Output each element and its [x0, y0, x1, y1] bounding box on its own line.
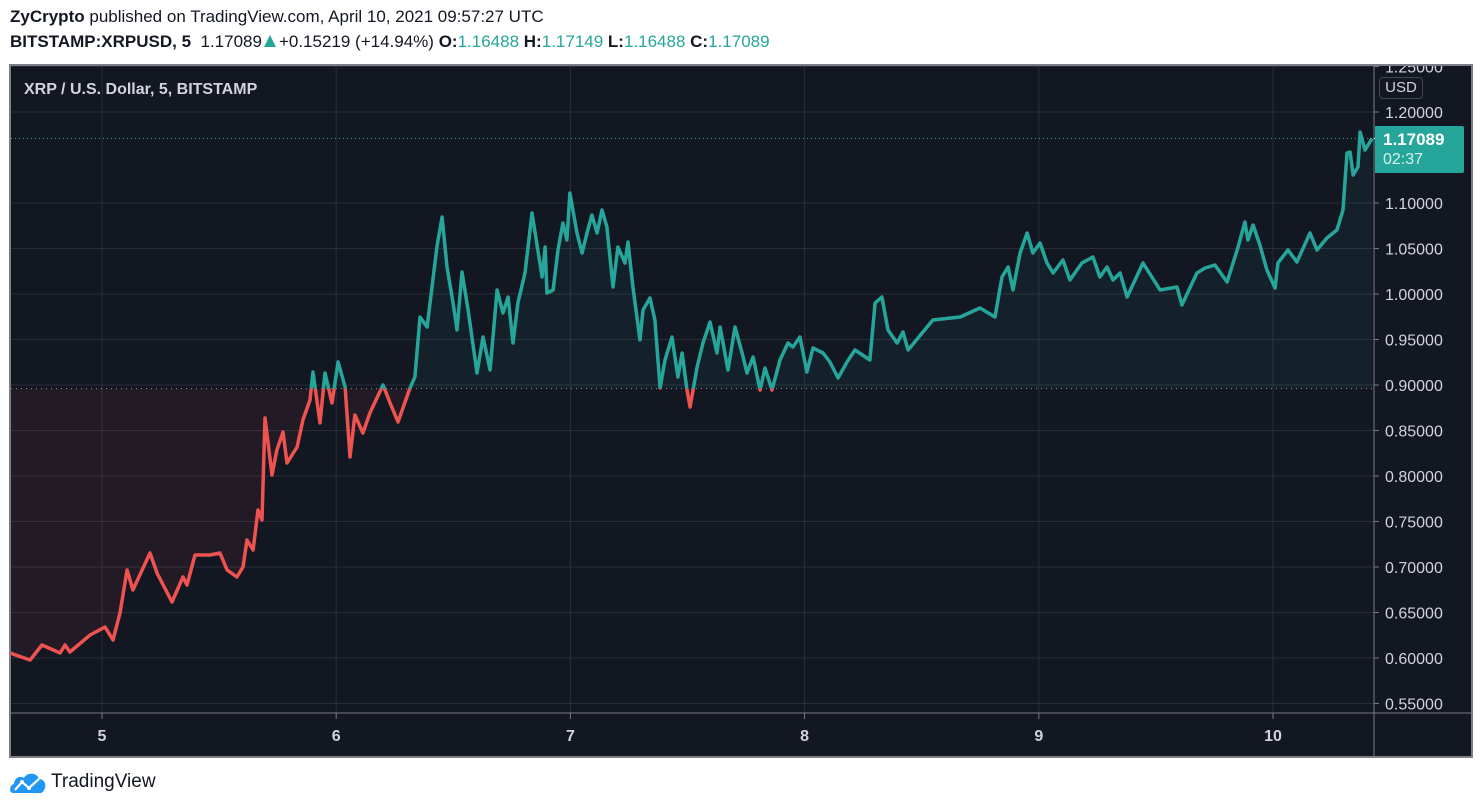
tradingview-cloud-logo-icon	[10, 773, 46, 793]
x-tick-label: 9	[1034, 728, 1043, 745]
y-tick-label: 0.85000	[1385, 424, 1443, 441]
last-price-value: 1.17089	[1383, 130, 1445, 149]
published-text: published on TradingView.com, April 10, …	[89, 7, 544, 26]
y-tick-label: 0.65000	[1385, 606, 1443, 623]
x-tick-label: 8	[800, 728, 809, 745]
y-tick-label: 1.05000	[1385, 242, 1443, 259]
y-tick-label: 1.00000	[1385, 287, 1443, 304]
high-label: H:	[523, 32, 542, 51]
y-tick-label: 0.75000	[1385, 515, 1443, 532]
close-label: C:	[690, 32, 709, 51]
x-tick-label: 10	[1264, 728, 1282, 745]
x-tick-label: 7	[566, 728, 575, 745]
open-value: 1.16488	[457, 32, 520, 51]
y-tick-label: 0.80000	[1385, 469, 1443, 486]
x-tick-label: 5	[98, 728, 107, 745]
y-tick-label: 0.60000	[1385, 651, 1443, 668]
footer-brand: TradingView	[9, 770, 156, 794]
y-tick-label: 1.25000	[1385, 66, 1443, 77]
price-line-above-baseline	[309, 130, 1374, 389]
area-fill-below-baseline	[11, 388, 773, 660]
high-value: 1.17149	[541, 32, 604, 51]
open-label: O:	[438, 32, 458, 51]
chart-legend-title: XRP / U.S. Dollar, 5, BITSTAMP	[24, 81, 258, 98]
chart-frame[interactable]: 0.55000 0.60000 0.65000 0.70000 0.75000 0.800…	[9, 64, 1473, 758]
publish-info: ZyCrypto published on TradingView.com, A…	[10, 7, 544, 27]
area-fill-above-baseline	[11, 132, 1373, 389]
low-value: 1.16488	[623, 32, 686, 51]
price-chart[interactable]: 0.55000 0.60000 0.65000 0.70000 0.75000 0.800…	[11, 66, 1471, 756]
last-price: 1.17089	[200, 32, 262, 51]
y-tick-label: 0.90000	[1385, 378, 1443, 395]
y-tick-label: 0.55000	[1385, 697, 1443, 714]
y-tick-label: 1.20000	[1385, 105, 1443, 122]
x-tick-label: 6	[332, 728, 341, 745]
price-line-below-baseline	[11, 388, 775, 662]
y-tick-label: 0.95000	[1385, 333, 1443, 350]
currency-badge[interactable]: USD	[1379, 77, 1423, 99]
y-tick-label: 1.10000	[1385, 196, 1443, 213]
close-value: 1.17089	[708, 32, 770, 51]
y-tick-label: 0.70000	[1385, 560, 1443, 577]
symbol-info: BITSTAMP:XRPUSD, 5 1.17089 +0.15219 (+14.…	[10, 32, 770, 52]
symbol-label: BITSTAMP:XRPUSD, 5	[10, 32, 192, 51]
last-price-label: 1.17089 02:37	[1375, 126, 1464, 173]
bar-countdown: 02:37	[1383, 151, 1424, 168]
author-name[interactable]: ZyCrypto	[10, 7, 85, 26]
tradingview-brand-name: TradingView	[51, 771, 156, 792]
low-label: L:	[607, 32, 624, 51]
up-triangle-icon	[263, 35, 276, 47]
price-change: +0.15219 (+14.94%)	[278, 32, 434, 51]
